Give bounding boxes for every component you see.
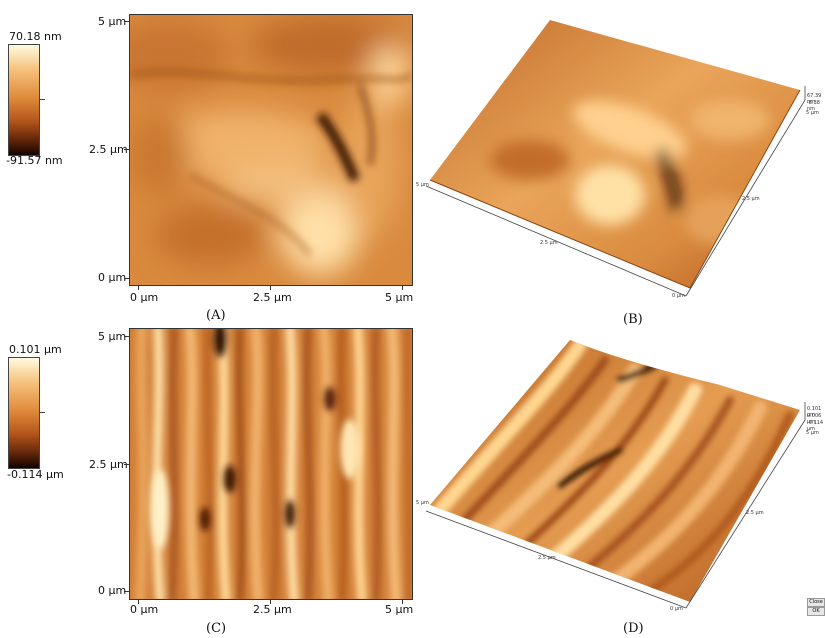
afm-height-map-c [129,328,413,600]
y-tick-label-a-mid: 2.5 µm [89,143,128,156]
close-button[interactable]: Close [807,598,825,607]
panel-caption-a: (A) [206,308,226,323]
x-tick-label-a-left: 0 µm [130,291,159,304]
y-tick-label-a-bottom: 0 µm [98,271,127,284]
y-tick-label-c-bottom: 0 µm [98,584,127,597]
x-tick-label-c-right: 5 µm [385,603,414,616]
x-tick-label-c-left: 0 µm [130,603,159,616]
y-tick-label-c-top: 5 µm [98,330,127,343]
afm-3d-surface-b: 5 µm 2.5 µm 0 µm 2.5 µm 5 µm 67.39 nm -8… [416,10,822,306]
afm-height-map-a [129,14,413,286]
x-tick-label-c-mid: 2.5 µm [253,603,292,616]
afm-3d-surface-d: 5 µm 2.5 µm 0 µm 2.5 µm 5 µm 0.101 µm 0.… [416,330,824,616]
ok-button[interactable]: OK [807,607,825,616]
color-scale-bar-a [8,44,45,156]
scale-min-label-a: -91.57 nm [6,154,63,167]
z-label-d-low: -0.114 µm [807,420,824,432]
scale-max-label-a: 70.18 nm [9,30,62,43]
axis-label-b-y: 2.5 µm [742,196,760,202]
x-tick-label-a-right: 5 µm [385,291,414,304]
z-label-b-top: 67.39 nm [807,93,822,105]
scale-max-label-c: 0.101 µm [9,343,62,356]
color-scale-bar-c [8,357,45,469]
corner-label-b-left: 5 µm [416,182,429,188]
z-label-b-mid: -8.38 nm [807,100,820,112]
panel-caption-d: (D) [623,621,644,636]
corner-label-d-right: 5 µm [806,430,819,436]
axis-label-d-x: 2.5 µm [538,555,556,561]
z-label-d-mid: 0.006 µm [807,413,822,425]
z-label-d-top: 0.101 µm [807,406,822,418]
panel-caption-c: (C) [206,621,227,636]
corner-label-d-bottom: 0 µm [670,606,683,612]
axis-label-d-y: 2.5 µm [746,510,764,516]
x-tick-label-a-mid: 2.5 µm [253,291,292,304]
corner-label-b-right: 5 µm [806,110,819,116]
panel-caption-b: (B) [623,312,643,327]
scale-min-label-c: -0.114 µm [7,468,64,481]
axis-label-b-x: 2.5 µm [540,240,558,246]
y-tick-label-c-mid: 2.5 µm [89,458,128,471]
corner-label-b-bottom: 0 µm [672,293,685,299]
corner-label-d-left: 5 µm [416,500,429,506]
y-tick-label-a-top: 5 µm [98,15,127,28]
